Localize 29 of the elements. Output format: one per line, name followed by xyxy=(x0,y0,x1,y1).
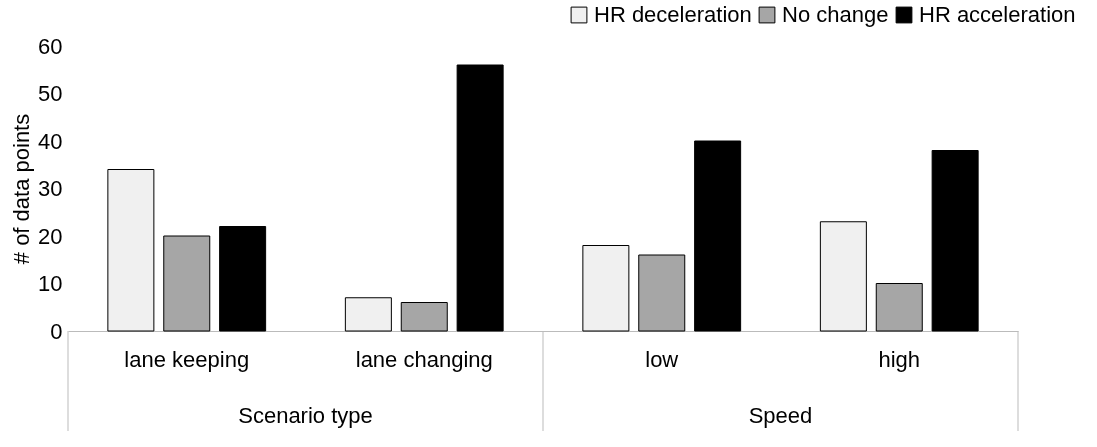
y-tick-label: 0 xyxy=(50,318,63,344)
bar xyxy=(456,64,504,332)
y-tick-label: 10 xyxy=(38,271,63,296)
bar xyxy=(163,235,211,332)
bar xyxy=(819,221,867,332)
y-tick-label: 60 xyxy=(38,33,63,59)
legend-label: HR acceleration xyxy=(919,2,1076,27)
y-tick-label: 20 xyxy=(38,223,63,249)
bar xyxy=(582,245,630,332)
y-tick-label: 40 xyxy=(38,128,63,154)
y-axis-title: # of data points xyxy=(9,113,35,265)
y-tick-label: 30 xyxy=(38,176,63,201)
text: Scenario type xyxy=(238,403,373,428)
x-tick-label: high xyxy=(878,346,921,372)
legend-label: No change xyxy=(782,2,889,27)
bar xyxy=(875,283,923,332)
bar xyxy=(344,297,392,332)
text: Speed xyxy=(748,403,813,428)
legend-label: HR deceleration xyxy=(594,2,752,27)
y-tick-label: 50 xyxy=(38,81,63,106)
bar xyxy=(931,150,979,332)
bar xyxy=(400,302,448,332)
x-tick-label: low xyxy=(645,346,679,372)
x-tick-label: lane changing xyxy=(355,346,493,372)
bar xyxy=(107,169,155,332)
bar xyxy=(219,226,267,332)
bar xyxy=(638,254,686,332)
x-tick-label: lane keeping xyxy=(124,346,250,372)
bar xyxy=(694,140,742,332)
